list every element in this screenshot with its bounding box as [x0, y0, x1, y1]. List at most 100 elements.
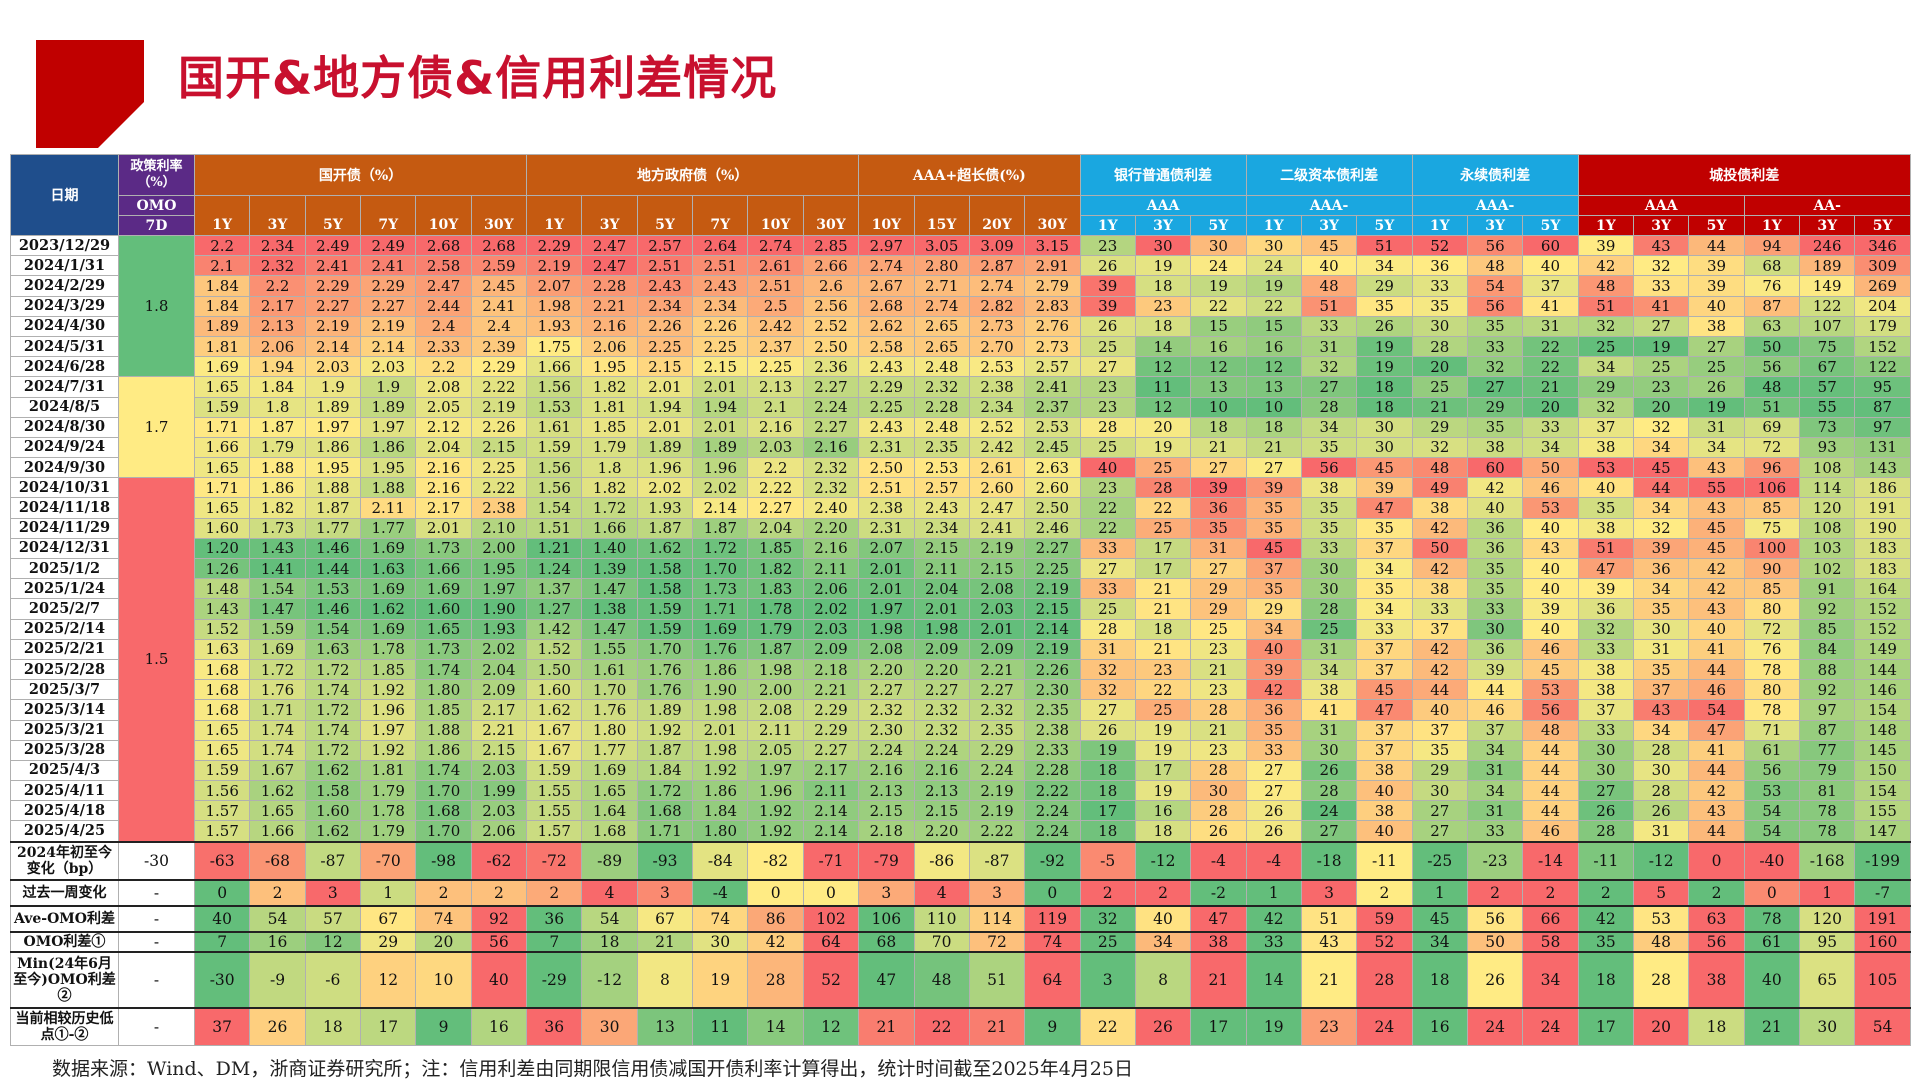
value-cell: 2.80	[913, 255, 970, 277]
value-cell: 3.15	[1024, 234, 1081, 257]
value-cell: 18	[1190, 416, 1247, 438]
value-cell: 31	[1079, 638, 1136, 660]
value-cell: 95	[1854, 376, 1911, 398]
value-cell: 20	[1522, 396, 1579, 418]
summary-value: 12	[802, 1006, 860, 1047]
value-cell: 2.22	[747, 477, 804, 499]
summary-value: -92	[1024, 840, 1081, 881]
value-cell: 30	[1356, 436, 1413, 459]
summary-value: 47	[1190, 904, 1247, 933]
value-cell: 35	[1411, 295, 1468, 317]
value-cell: 39	[1079, 295, 1136, 317]
value-cell: 34	[1466, 739, 1524, 761]
summary-value: 24	[1356, 1006, 1413, 1047]
value-cell: 2.35	[968, 719, 1026, 741]
value-cell: 75	[1799, 335, 1856, 358]
summary-row: Min(24年6月至今)OMO利差② - -30 -9 -6 12 10 40 -29 -12 8 1…	[10, 950, 1911, 1009]
summary-value: -29	[526, 950, 583, 1009]
value-cell: 2.47	[581, 234, 638, 257]
value-cell: 2.08	[415, 376, 472, 398]
summary-value: 65	[1799, 950, 1856, 1009]
value-cell: 31	[1300, 335, 1358, 358]
value-cell: 1.74	[249, 719, 306, 741]
value-cell: 38	[1356, 800, 1413, 822]
value-cell: 2.76	[1024, 315, 1081, 337]
value-cell: 36	[1466, 638, 1524, 660]
value-cell: 26	[1190, 820, 1247, 843]
summary-value: 67	[636, 904, 694, 933]
value-cell: 1.76	[636, 658, 694, 681]
value-cell: 1.75	[526, 335, 583, 358]
value-cell: 1.88	[249, 457, 306, 479]
value-cell: 39	[1245, 658, 1302, 681]
summary-value: 35	[1577, 930, 1635, 953]
summary-value: 8	[1134, 950, 1192, 1009]
tenor-header: 1Y	[1411, 215, 1468, 236]
table-row: 2024/5/31 1.81 2.06 2.14 2.14 2.33 2.39 1.75 2.0…	[10, 335, 1911, 358]
value-cell: 2.16	[415, 477, 472, 499]
value-cell: 30	[1245, 234, 1302, 257]
value-cell: 19	[1134, 780, 1192, 802]
value-cell: 1.66	[193, 436, 251, 459]
summary-value: 51	[968, 950, 1026, 1009]
value-cell: 13	[1245, 376, 1302, 398]
value-cell: 29	[1190, 578, 1247, 600]
summary-value: 1	[360, 878, 417, 907]
group-header: 国开债（%）	[193, 154, 528, 196]
value-cell: 1.9	[360, 376, 417, 398]
value-cell: 2.47	[415, 275, 472, 297]
summary-value: -11	[1577, 840, 1635, 881]
value-cell: 16	[1245, 335, 1302, 358]
value-cell: 26	[1079, 719, 1136, 741]
value-cell: 18	[1356, 396, 1413, 418]
summary-value: 38	[1688, 950, 1745, 1009]
value-cell: 1.97	[747, 759, 804, 782]
value-cell: 32	[1411, 436, 1468, 459]
table-row: 2024/7/31 1.7 1.65 1.84 1.9 1.9 2.08 2.22 1.56 1.…	[10, 376, 1911, 479]
summary-value: 3	[858, 878, 915, 907]
summary-value: 102	[802, 904, 860, 933]
value-cell: 1.53	[526, 396, 583, 418]
value-cell: 2.08	[968, 578, 1026, 600]
value-cell: 25	[1632, 356, 1690, 378]
value-cell: 56	[1743, 356, 1801, 378]
value-cell: 1.90	[692, 679, 749, 701]
value-cell: 1.67	[526, 719, 583, 741]
tenor-header: 3Y	[581, 195, 638, 236]
summary-value: -4	[692, 878, 749, 907]
summary-value: -89	[581, 840, 638, 881]
value-cell: 2.41	[470, 295, 528, 317]
value-cell: 44	[1688, 820, 1745, 843]
value-cell: 2.27	[304, 295, 362, 317]
value-cell: 1.98	[692, 699, 749, 721]
value-cell: 1.57	[193, 800, 251, 822]
value-cell: 2.2	[415, 356, 472, 378]
value-cell: 2.19	[304, 315, 362, 337]
value-cell: 48	[1577, 275, 1635, 297]
value-cell: 63	[1743, 315, 1801, 337]
value-cell: 34	[1300, 416, 1358, 438]
tenor-header: 10Y	[858, 195, 915, 236]
value-cell: 92	[1799, 598, 1856, 620]
value-cell: 2.32	[802, 457, 860, 479]
value-cell: 29	[1245, 598, 1302, 620]
value-cell: 1.59	[249, 618, 306, 640]
value-cell: 2.68	[470, 234, 528, 257]
value-cell: 21	[1522, 376, 1579, 398]
value-cell: 1.67	[526, 739, 583, 761]
value-cell: 88	[1799, 658, 1856, 681]
tenor-header: 5Y	[1688, 215, 1745, 236]
policy-rate-cell: 1.7	[118, 376, 195, 479]
value-cell: 2.14	[1024, 618, 1081, 640]
value-cell: 1.92	[360, 739, 417, 761]
table-row: 2024/9/30 1.65 1.88 1.95 1.95 2.16 2.25 1.56 1.8…	[10, 457, 1911, 479]
value-cell: 54	[1466, 275, 1524, 297]
value-cell: 56	[1466, 295, 1524, 317]
summary-value: 2	[1522, 878, 1579, 907]
summary-value: 50	[1466, 930, 1524, 953]
value-cell: 1.80	[581, 719, 638, 741]
value-cell: 73	[1799, 416, 1856, 438]
value-cell: 2.60	[1024, 477, 1081, 499]
value-cell: 2.27	[802, 416, 860, 438]
summary-value: 105	[1854, 950, 1911, 1009]
